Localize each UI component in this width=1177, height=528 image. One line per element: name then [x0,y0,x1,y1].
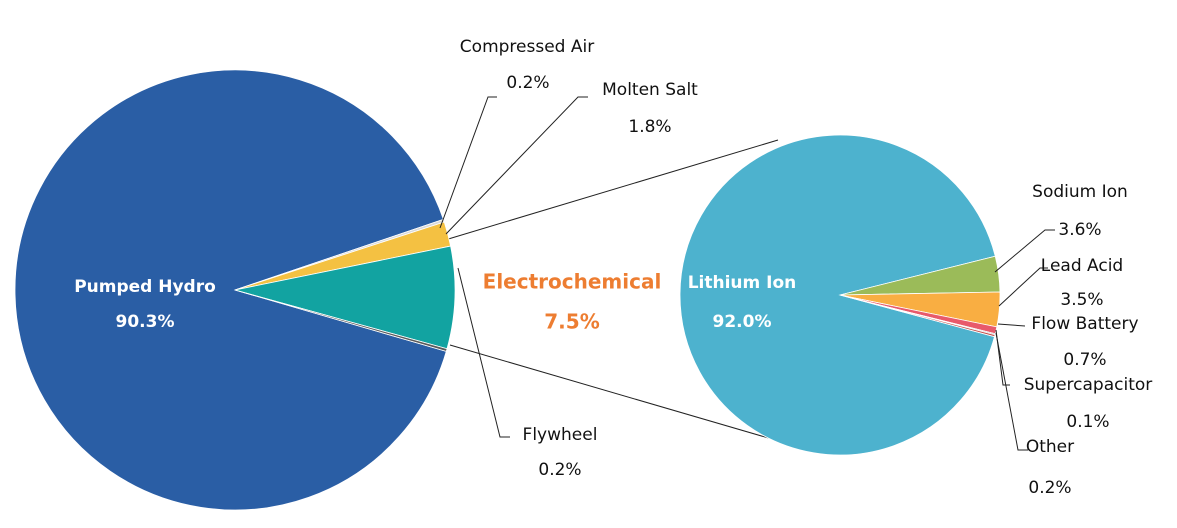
value-label: 0.2% [538,460,581,480]
value-label: 92.0% [713,312,772,332]
pie-slice [679,134,996,456]
value-label: 3.6% [1058,220,1101,240]
leader-line [439,96,497,229]
leader-line [995,329,1010,386]
slice-label: Other [1026,437,1074,457]
slice-label: Electrochemical [483,270,662,294]
slice-label: Flow Battery [1031,314,1138,334]
slice-label: Sodium Ion [1032,182,1128,202]
slice-label: Lithium Ion [688,273,797,293]
pie-slice [14,69,447,511]
leader-line [445,96,588,235]
leader-line [994,229,1055,273]
slice-label: Molten Salt [602,80,698,100]
value-label: 0.2% [1028,478,1071,498]
slice-label: Supercapacitor [1024,375,1153,395]
value-label: 0.1% [1066,412,1109,432]
connector [444,139,779,241]
leader-line [457,267,510,438]
pie-slice [839,294,996,338]
leader-line [997,323,1026,327]
slice-label: Lead Acid [1041,256,1123,276]
slice-label: Flywheel [523,425,598,445]
slice-label: Compressed Air [460,37,594,57]
connector [449,344,783,443]
value-label: 1.8% [628,117,671,137]
value-label: 3.5% [1060,290,1103,310]
leader-line [998,267,1048,307]
pie-slice [234,245,456,350]
value-label: 7.5% [544,310,599,334]
value-label: 0.7% [1063,350,1106,370]
slice-label: Pumped Hydro [74,277,216,297]
value-label: 90.3% [116,312,175,332]
pie-slice [234,289,448,352]
value-label: 0.2% [506,73,549,93]
leader-line [995,332,1028,451]
